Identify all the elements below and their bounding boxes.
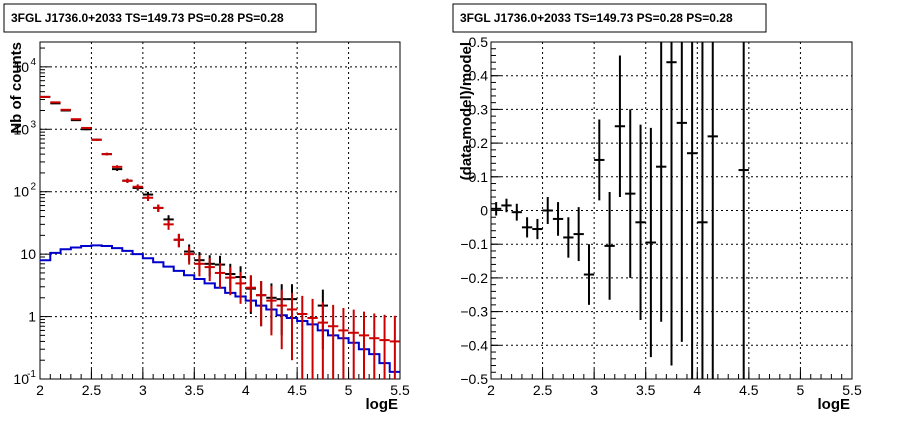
y-tick-label: 0.3 xyxy=(469,101,489,117)
x-tick-label: 3.5 xyxy=(636,382,656,398)
y-tick-label: −0.3 xyxy=(460,304,488,320)
residual-marks xyxy=(491,42,749,379)
y-tick-label: 10 xyxy=(13,184,29,200)
residual-title-box xyxy=(452,3,767,33)
counts-xlabel: logE xyxy=(366,396,399,413)
residual-ylabel: (data-model)/model xyxy=(458,42,475,180)
residual-title: 3FGL J1736.0+2033 TS=149.73 PS=0.28 PS=0… xyxy=(460,11,733,25)
y-tick-exponent: 4 xyxy=(30,57,36,68)
x-tick-label: 3 xyxy=(590,382,598,398)
y-tick-exponent: 2 xyxy=(30,182,36,193)
y-tick-label: 0.2 xyxy=(469,135,489,151)
x-tick-label: 5.5 xyxy=(842,382,862,398)
y-tick-label: 0.4 xyxy=(469,68,489,84)
x-tick-label: 3.5 xyxy=(185,382,205,398)
counts-plot-frame xyxy=(39,41,401,380)
y-tick-label: 0.1 xyxy=(469,169,489,185)
counts-title-box xyxy=(3,3,317,33)
y-tick-label: 10 xyxy=(13,121,29,137)
x-tick-label: 4.5 xyxy=(287,382,307,398)
y-tick-label: −0.1 xyxy=(460,236,488,252)
x-tick-label: 5 xyxy=(797,382,805,398)
counts-marks xyxy=(40,95,400,379)
y-tick-label: −0.5 xyxy=(460,371,488,387)
y-tick-label: 0 xyxy=(480,203,488,219)
counts-ylabel: Nb of counts xyxy=(8,42,25,134)
counts-ticks xyxy=(39,47,401,380)
x-tick-label: 5 xyxy=(345,382,353,398)
x-tick-label: 5.5 xyxy=(390,382,410,398)
x-tick-label: 2.5 xyxy=(533,382,553,398)
residual-panel: 2 2.5 3 3.5 4 4.5 5 5.5 −0.5 −0.4 −0.3 −0.2 −0.1 0 0.1… xyxy=(452,3,862,413)
x-tick-label: 4.5 xyxy=(739,382,759,398)
residual-xlabel: logE xyxy=(818,396,851,413)
x-tick-label: 3 xyxy=(139,382,147,398)
residual-ticks xyxy=(490,41,853,380)
x-tick-label: 2.5 xyxy=(82,382,102,398)
x-tick-label: 2 xyxy=(36,382,44,398)
counts-grid xyxy=(40,42,400,379)
y-tick-exponent: 3 xyxy=(30,119,36,130)
y-tick-label: 10 xyxy=(20,246,36,262)
y-tick-label: −0.2 xyxy=(460,270,488,286)
y-tick-label: −0.4 xyxy=(460,337,488,353)
counts-title: 3FGL J1736.0+2033 TS=149.73 PS=0.28 PS=0… xyxy=(11,11,284,25)
y-tick-label: 10 xyxy=(13,59,29,75)
y-tick-label: 10 xyxy=(13,371,29,387)
y-tick-label: 1 xyxy=(28,309,36,325)
x-tick-label: 4 xyxy=(242,382,250,398)
y-tick-exponent: -1 xyxy=(27,369,36,380)
y-tick-label: 0.5 xyxy=(469,34,489,50)
residual-tick-labels: 2 2.5 3 3.5 4 4.5 5 5.5 −0.5 −0.4 −0.3 −0.2 −0.1 0 0.1… xyxy=(460,34,862,398)
x-tick-label: 2 xyxy=(487,382,495,398)
x-tick-label: 4 xyxy=(693,382,701,398)
